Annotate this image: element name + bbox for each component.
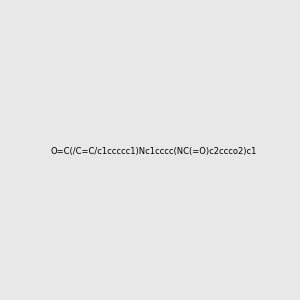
Text: O=C(/C=C/c1ccccc1)Nc1cccc(NC(=O)c2ccco2)c1: O=C(/C=C/c1ccccc1)Nc1cccc(NC(=O)c2ccco2)… (51, 147, 257, 156)
